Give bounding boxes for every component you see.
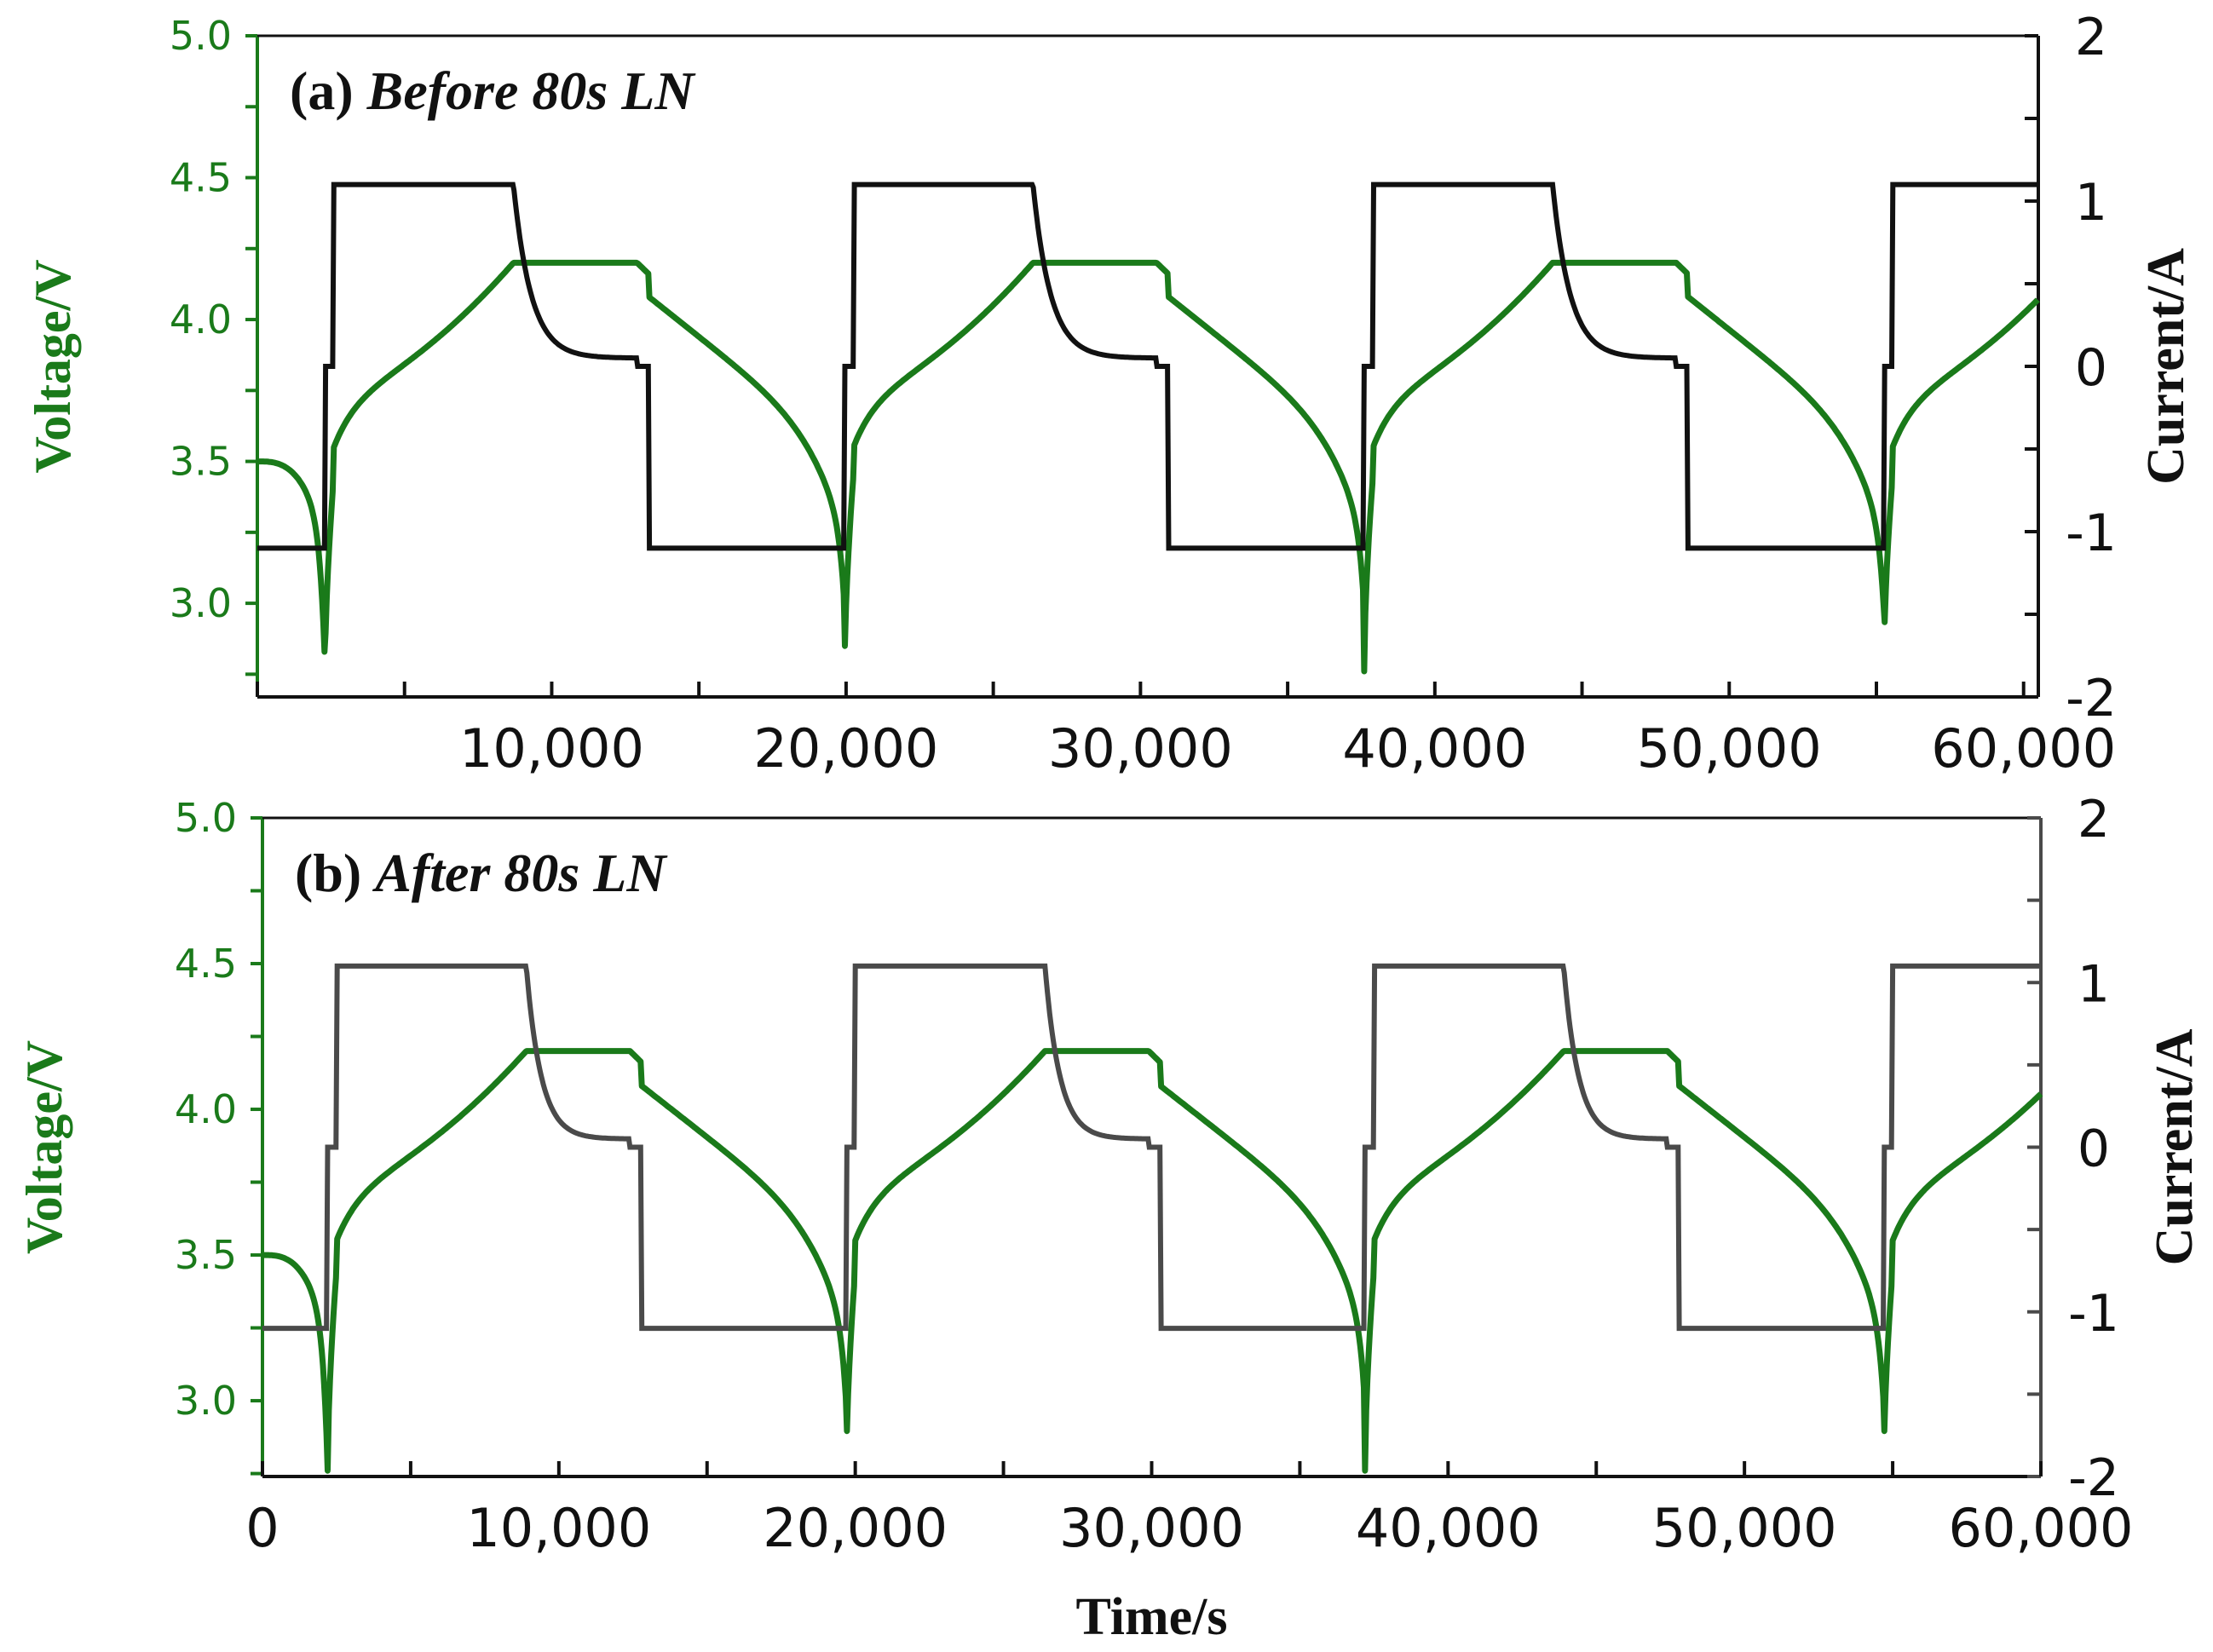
current-series-line bbox=[262, 963, 2041, 1332]
y2-tick-label: 2 bbox=[2078, 790, 2110, 849]
x-tick-label: 0 bbox=[245, 1497, 279, 1559]
panel-title: (a) Before 80s LN bbox=[290, 60, 696, 121]
y-axis-title: Voltage/V bbox=[25, 259, 81, 473]
y-tick-label: 3.5 bbox=[175, 1232, 237, 1278]
current-series-line bbox=[257, 181, 2038, 551]
x-tick-label: 10,000 bbox=[459, 717, 644, 780]
x-tick-label: 30,000 bbox=[1048, 717, 1233, 780]
panel-b: 3.0 3.5 4.0 4.5 5.0 -2 -1 0 1 2 0 10,000 20,000 30,00… bbox=[16, 790, 2204, 1646]
x-tick-label: 50,000 bbox=[1637, 717, 1822, 780]
panel-title-text: After 80s LN bbox=[372, 843, 668, 903]
y-axis-title: Voltage/V bbox=[16, 1040, 72, 1254]
x-axis-title: Time/s bbox=[1076, 1588, 1228, 1646]
y-tick-label: 4.5 bbox=[175, 941, 237, 987]
panel-title-prefix: (a) bbox=[290, 60, 367, 121]
x-tick-label: 40,000 bbox=[1342, 717, 1527, 780]
x-tick-label: 60,000 bbox=[1949, 1497, 2134, 1559]
panel-title-text: Before 80s LN bbox=[366, 60, 697, 121]
x-tick-label: 20,000 bbox=[753, 717, 938, 780]
x-tick-label: 40,000 bbox=[1356, 1497, 1541, 1559]
panel-a: 3.0 3.5 4.0 4.5 5.0 -2 -1 0 1 2 10,000 20,000 30,000… bbox=[25, 8, 2195, 780]
y2-tick-label: 0 bbox=[2078, 1120, 2110, 1179]
y2-axis-title: Current/A bbox=[2137, 248, 2195, 485]
voltage-series-line bbox=[255, 259, 2040, 675]
y2-tick-label: -1 bbox=[2068, 1284, 2119, 1344]
x-tick-label: 20,000 bbox=[763, 1497, 948, 1559]
y-tick-label: 4.0 bbox=[175, 1086, 237, 1132]
y2-tick-label: -1 bbox=[2066, 504, 2117, 563]
panel-title: (b) After 80s LN bbox=[295, 843, 668, 903]
y2-tick-label: -2 bbox=[2066, 669, 2117, 728]
y-tick-label: 3.5 bbox=[170, 439, 232, 485]
y-tick-label: 5.0 bbox=[175, 795, 237, 841]
y2-tick-label: 0 bbox=[2075, 338, 2107, 398]
y2-tick-label: 2 bbox=[2075, 8, 2107, 67]
x-tick-label: 10,000 bbox=[466, 1497, 651, 1559]
y2-axis-title: Current/A bbox=[2146, 1028, 2204, 1265]
x-tick-label: 50,000 bbox=[1652, 1497, 1837, 1559]
x-tick-label: 60,000 bbox=[1931, 717, 2116, 780]
y-tick-label: 3.0 bbox=[170, 580, 232, 626]
panel-title-prefix: (b) bbox=[295, 843, 375, 903]
y-tick-label: 3.0 bbox=[175, 1378, 237, 1424]
y-tick-label: 4.5 bbox=[170, 155, 232, 201]
y2-tick-label: -2 bbox=[2068, 1448, 2119, 1508]
y-tick-label: 5.0 bbox=[170, 13, 232, 59]
x-tick-label: 30,000 bbox=[1059, 1497, 1244, 1559]
y2-tick-label: 1 bbox=[2078, 954, 2110, 1014]
y2-tick-label: 1 bbox=[2075, 173, 2107, 233]
y-tick-label: 4.0 bbox=[170, 296, 232, 342]
voltage-series-line bbox=[260, 1048, 2043, 1474]
